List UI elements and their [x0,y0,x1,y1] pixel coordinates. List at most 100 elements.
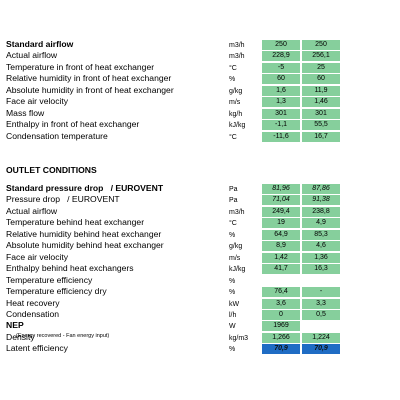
value-cell: 55,5 [302,120,340,131]
label-text: Heat recovery [6,297,60,308]
unit: m3/h [229,42,245,49]
row-label: Face air velocity [6,252,68,263]
value-cell: - [302,287,340,298]
unit: °C [229,133,237,141]
unit: m/s [229,99,241,107]
unit: % [229,231,236,239]
label-text: Absolute humidity behind heat exchanger [6,240,164,251]
row-label: Standard pressure drop / EUROVENT [6,183,163,194]
value-cell: 70,9 [302,344,340,355]
label-text: NEP [6,320,24,331]
label-text: Face air velocity [6,96,69,107]
label-text: Density [6,331,35,342]
value-cell: 1,36 [302,252,340,263]
label-text: Condensation temperature [6,130,108,141]
value-cell: 81,96 [262,184,300,194]
value-cell: 1,224 [302,332,340,343]
row-label: Temperature in front of heat exchanger [6,62,154,73]
value-cell: 87,86 [302,184,340,194]
label-text: Temperature behind heat exchanger [6,217,145,228]
value-cell: 249,4 [262,206,300,217]
label-text: Temperature efficiency dry [6,286,107,297]
label-text: Relative humidity behind heat exchanger [6,228,162,239]
unit: m3/h [229,208,245,216]
unit: l/h [229,311,237,319]
unit: g/kg [229,87,243,95]
row-label: Actual airflow [6,50,57,61]
value-cell: 228,9 [262,51,300,62]
label-text: Actual airflow [6,205,58,216]
value-cell: 301 [302,108,340,119]
label-text: Temperature efficiency [6,274,93,285]
row-label: NEP (Energy recovered - Fan energy input) [6,320,109,342]
unit: % [229,346,236,354]
label-text: Mass flow [6,107,45,118]
value-cell: 250 [302,40,340,50]
label-text: Temperature in front of heat exchanger [6,61,155,72]
value-cell: -11,6 [262,131,300,142]
row-label: Heat recovery [6,298,60,309]
unit: Pa [229,186,238,193]
unit: kg/h [229,110,243,118]
unit: °C [229,220,237,228]
label-text: Enthalpy in front of heat exchanger [6,119,140,130]
unit: kg/m3 [229,334,249,342]
row-label: Enthalpy in front of heat exchanger [6,119,139,130]
value-cell: 16,7 [302,131,340,142]
value-cell: -5 [262,62,300,73]
value-cell: 70,9 [262,344,300,355]
label-text: Pressure drop / EUROVENT [6,194,120,205]
unit: m3/h [229,53,245,61]
value-cell: 250 [262,40,300,50]
value-cell: 0,5 [302,309,340,320]
unit: % [229,289,236,297]
value-cell: 85,3 [302,229,340,240]
row-label: Relative humidity in front of heat excha… [6,73,171,84]
row-label: Face air velocity [6,96,68,107]
unit: kJ/kg [229,266,246,274]
row-label: Relative humidity behind heat exchanger [6,229,161,240]
value-cell: 3,3 [302,298,340,309]
value-cell: 60 [262,74,300,85]
row-label: Condensation temperature [6,131,108,142]
value-cell: 1969 [262,321,300,332]
value-cell: -1,1 [262,120,300,131]
value-cell: 71,04 [262,195,300,206]
label-text: Actual airflow [6,50,58,61]
label-text: Latent efficiency [6,343,68,354]
label-text: Face air velocity [6,251,69,262]
row-label: Absolute humidity in front of heat excha… [6,85,174,96]
unit: g/kg [229,243,243,251]
value-cell: 60 [302,74,340,85]
row-label: Condensation [6,309,59,320]
label-note: (Energy recovered - Fan energy input) [16,333,110,340]
section-title: OUTLET CONDITIONS [6,165,97,175]
row-label: Temperature behind heat exchanger [6,217,144,228]
unit: kJ/kg [229,122,246,130]
row-label: Enthalpy behind heat exchangers [6,263,134,274]
row-label: Temperature efficiency dry [6,286,107,297]
value-cell: 16,3 [302,264,340,275]
row-label: Latent efficiency [6,343,68,354]
label-text: Relative humidity in front of heat excha… [6,73,172,84]
row-label: Pressure drop / EUROVENT [6,194,120,205]
value-cell: 3,6 [262,298,300,309]
row-label: Standard airflow [6,39,73,50]
value-cell: 1,6 [262,85,300,96]
value-cell: 19 [262,218,300,229]
unit: % [229,76,236,84]
value-cell: 41,7 [262,264,300,275]
value-cell: 301 [262,108,300,119]
unit: W [229,323,236,331]
value-cell: 238,8 [302,206,340,217]
row-label: Temperature efficiency [6,275,92,286]
value-cell: 76,4 [262,287,300,298]
value-cell: 1,3 [262,97,300,108]
label-text: Absolute humidity in front of heat excha… [6,84,174,95]
value-cell: 1,46 [302,97,340,108]
value-cell: 64,9 [262,229,300,240]
value-cell: 0 [262,309,300,320]
row-label: Absolute humidity behind heat exchanger [6,240,164,251]
value-cell: 91,38 [302,195,340,206]
value-cell: 4,9 [302,218,340,229]
